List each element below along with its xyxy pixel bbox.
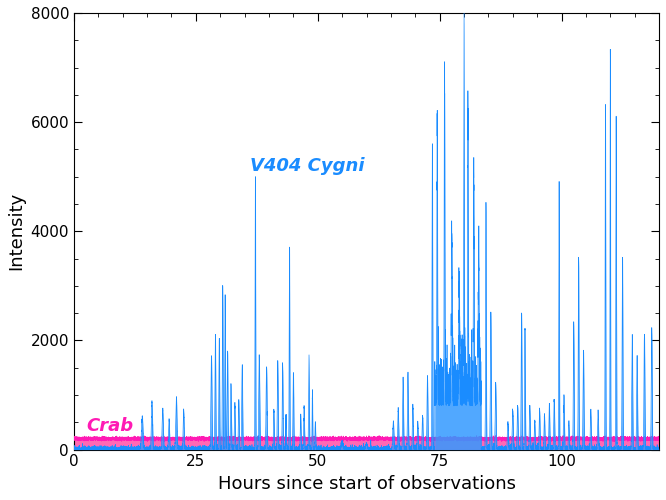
Y-axis label: Intensity: Intensity	[7, 192, 25, 270]
X-axis label: Hours since start of observations: Hours since start of observations	[218, 475, 515, 493]
Text: V404 Cygni: V404 Cygni	[250, 157, 364, 175]
Text: Crab: Crab	[86, 417, 133, 435]
